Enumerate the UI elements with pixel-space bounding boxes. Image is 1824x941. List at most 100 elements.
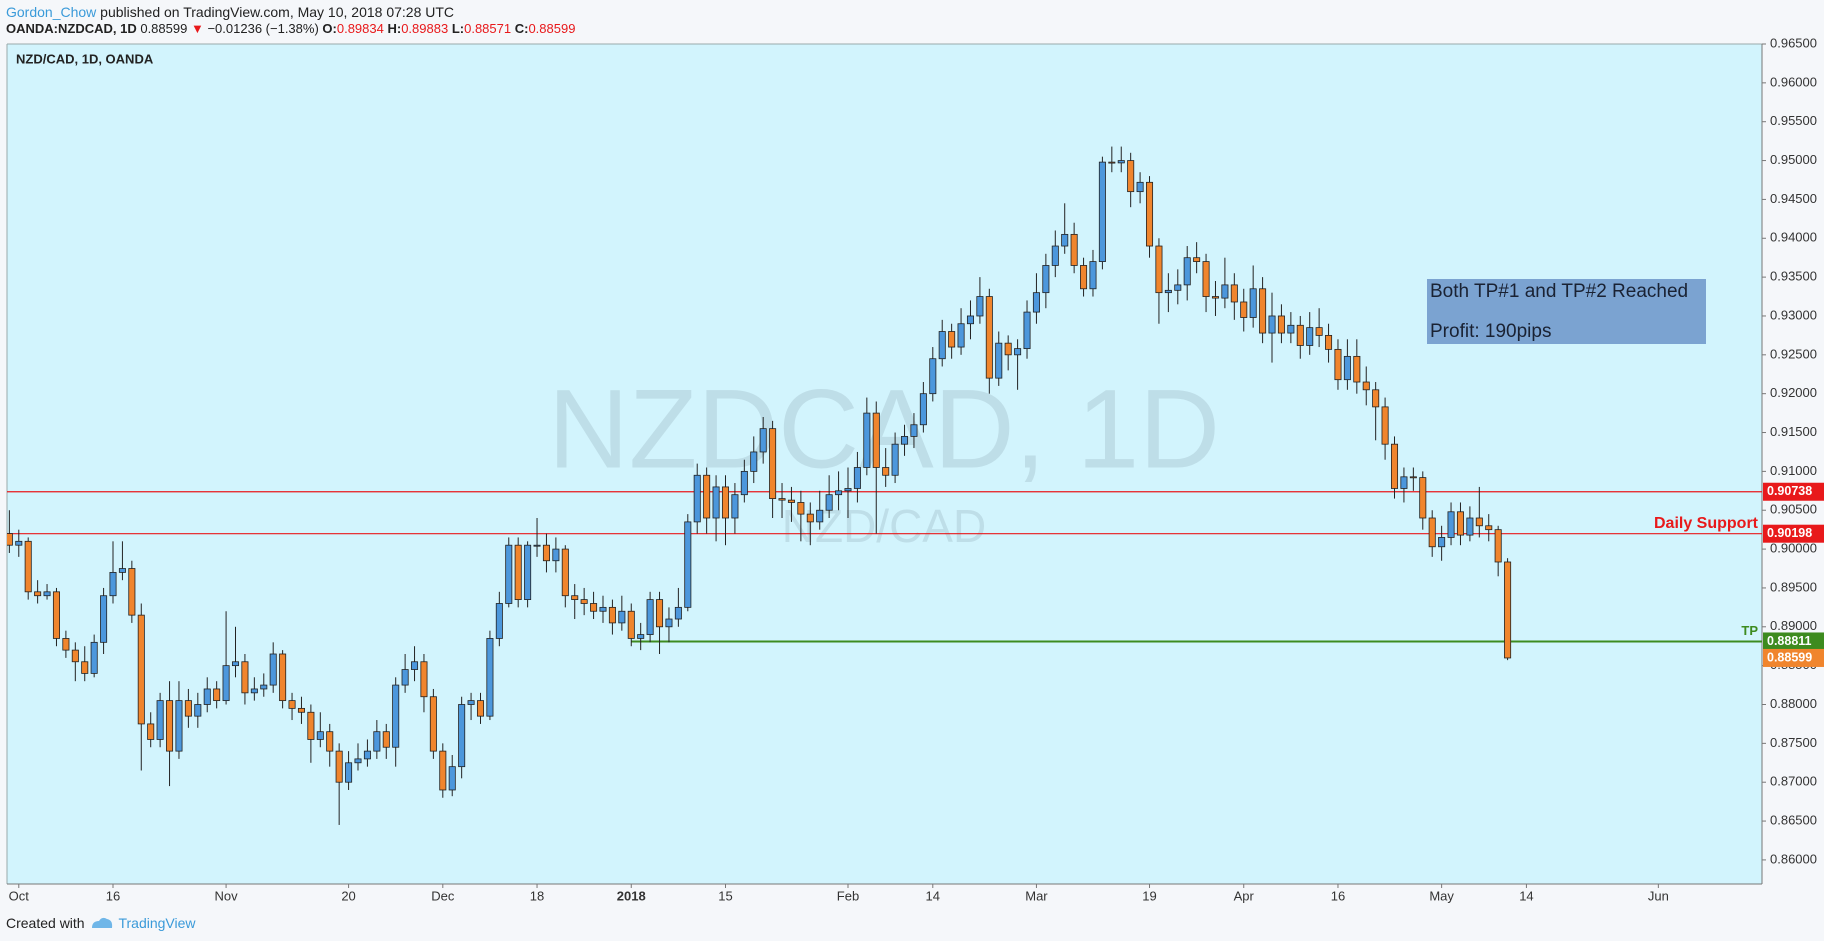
candle-body: [1334, 348, 1342, 381]
candle-body: [1259, 288, 1267, 334]
candle-body: [231, 661, 240, 667]
candle-body: [1042, 265, 1050, 294]
candle-body: [279, 653, 287, 702]
candle-body: [514, 544, 522, 600]
last-price-bg: [1763, 648, 1824, 667]
candle-body: [175, 700, 183, 752]
candle-body: [34, 591, 42, 597]
candle-body: [71, 649, 79, 663]
candle-body: [561, 548, 569, 597]
ohlc-value: 0.89834: [336, 21, 384, 36]
y-tick-label: 0.94000: [1770, 230, 1817, 245]
ohlc-label: L:: [451, 21, 465, 36]
candle-body: [297, 707, 305, 713]
candle-body: [1428, 517, 1436, 548]
candle-body: [147, 723, 155, 740]
x-tick-label: Apr: [1234, 888, 1255, 903]
y-tick-label: 0.92500: [1770, 346, 1817, 361]
candle-body: [250, 688, 258, 694]
candle-body: [1296, 324, 1304, 346]
candle-body: [1391, 443, 1399, 489]
candle-body: [1343, 355, 1351, 381]
candle-body: [7, 533, 13, 546]
candle-body: [872, 412, 880, 468]
candle-body: [590, 603, 598, 612]
candle-body: [1362, 381, 1370, 391]
candle-body: [995, 342, 1003, 379]
candle-body: [90, 641, 98, 674]
candle-body: [448, 766, 456, 791]
candle-body: [721, 486, 729, 519]
candle-body: [957, 323, 965, 348]
candle-body: [759, 428, 767, 453]
chart-title: NZD/CAD, 1D, OANDA: [16, 51, 154, 66]
candle-body: [52, 591, 60, 639]
candle-body: [1014, 348, 1022, 356]
price-label-bg: [1763, 632, 1824, 651]
candle-body: [1146, 181, 1154, 247]
candle-body: [646, 599, 654, 635]
y-tick-label: 0.86500: [1770, 812, 1817, 827]
candle-body: [656, 599, 664, 628]
price-label-bg: [1763, 524, 1824, 543]
candle-body: [552, 548, 560, 562]
ohlc-value: 0.88599: [528, 21, 576, 36]
candle-body: [797, 502, 805, 515]
price-label-bg: [1763, 482, 1824, 501]
candle-body: [1409, 476, 1417, 479]
candle-body: [392, 684, 400, 748]
price-label: 0.88811: [1767, 634, 1812, 648]
candle-body: [1230, 284, 1238, 303]
candle-body: [137, 614, 145, 725]
y-tick-label: 0.88000: [1770, 696, 1817, 711]
change: −0.01236 (−1.38%): [207, 21, 319, 36]
candle-body: [1089, 261, 1097, 290]
candle-body: [1447, 511, 1455, 538]
x-tick-label: 14: [926, 888, 940, 903]
candle-body: [439, 750, 447, 791]
y-tick-label: 0.91500: [1770, 424, 1817, 439]
x-tick-label: Dec: [431, 888, 455, 903]
candle-body: [853, 467, 861, 489]
candle-body: [62, 638, 70, 651]
candle-body: [703, 474, 711, 519]
logo: [92, 917, 113, 928]
x-tick-label: 14: [1519, 888, 1533, 903]
candle-body: [411, 661, 419, 670]
ohlc-value: 0.88571: [464, 21, 512, 36]
author[interactable]: Gordon_Chow: [6, 4, 97, 20]
ohlc-label: O:: [322, 21, 337, 36]
candle-body: [948, 331, 956, 348]
x-tick-label: 16: [1331, 888, 1345, 903]
candle-body: [429, 696, 437, 752]
candle-body: [1277, 315, 1285, 334]
candle-body: [844, 488, 852, 492]
price-label: 0.90198: [1767, 526, 1812, 540]
candle-body: [1306, 327, 1314, 346]
candle-body: [966, 315, 974, 325]
candle-body: [213, 688, 221, 702]
x-tick-label: 18: [530, 888, 544, 903]
candle-body: [222, 665, 230, 702]
candle-body: [109, 571, 117, 597]
candle-body: [354, 758, 362, 764]
candle-body: [288, 700, 296, 709]
published: published on TradingView.com, May 10, 20…: [100, 4, 455, 20]
candle-body: [1051, 245, 1059, 266]
candle-body: [910, 424, 918, 437]
candle-body: [1098, 161, 1106, 262]
x-tick-label: 16: [106, 888, 120, 903]
y-tick-label: 0.90500: [1770, 502, 1817, 517]
candle-body: [1268, 315, 1276, 334]
candle-body: [24, 540, 32, 593]
candle-body: [1494, 529, 1502, 563]
footer: Created with TradingView: [6, 915, 196, 931]
candle-body: [1438, 537, 1446, 548]
brand[interactable]: TradingView: [118, 915, 196, 931]
annotation-text: Profit: 190pips: [1430, 321, 1551, 342]
y-tick-label: 0.90000: [1770, 541, 1817, 556]
candle-body: [203, 688, 211, 705]
candle-body: [476, 700, 485, 717]
